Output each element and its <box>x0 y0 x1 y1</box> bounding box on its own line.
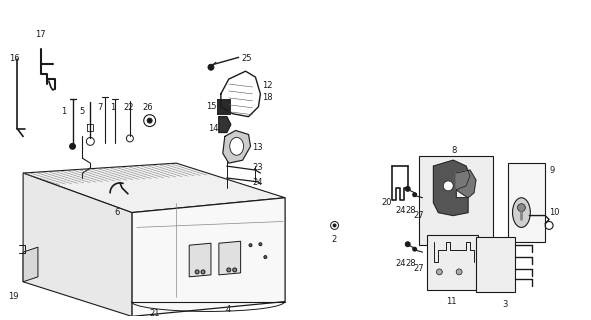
Polygon shape <box>23 173 132 316</box>
Circle shape <box>195 270 199 274</box>
Circle shape <box>333 224 336 227</box>
Text: 24: 24 <box>396 206 407 215</box>
Text: 25: 25 <box>242 54 252 63</box>
Ellipse shape <box>512 198 530 228</box>
Polygon shape <box>23 163 285 212</box>
Circle shape <box>208 64 214 70</box>
Text: 24: 24 <box>396 259 407 268</box>
Text: 24: 24 <box>252 178 263 187</box>
Text: 13: 13 <box>252 143 263 152</box>
Polygon shape <box>219 117 230 132</box>
Text: 1: 1 <box>110 103 115 112</box>
Circle shape <box>227 268 230 272</box>
Bar <box>217 99 230 115</box>
Text: 5: 5 <box>79 107 85 116</box>
Text: 12: 12 <box>262 81 273 90</box>
Text: 27: 27 <box>414 211 424 220</box>
Text: 11: 11 <box>446 297 457 306</box>
Polygon shape <box>132 198 285 316</box>
Text: 6: 6 <box>114 208 119 217</box>
Circle shape <box>147 118 152 123</box>
Text: 7: 7 <box>98 103 103 112</box>
Circle shape <box>518 204 525 212</box>
Circle shape <box>249 244 252 247</box>
Circle shape <box>233 268 236 272</box>
Polygon shape <box>456 170 476 198</box>
Circle shape <box>456 269 462 275</box>
Text: 9: 9 <box>549 166 554 175</box>
Circle shape <box>201 270 205 274</box>
Circle shape <box>436 269 442 275</box>
Text: 16: 16 <box>9 54 20 63</box>
Text: 15: 15 <box>206 102 216 111</box>
Circle shape <box>405 242 410 247</box>
Text: 20: 20 <box>381 198 391 207</box>
Ellipse shape <box>230 137 243 155</box>
Text: 10: 10 <box>549 208 560 217</box>
Text: 2: 2 <box>332 235 337 244</box>
Polygon shape <box>189 243 211 277</box>
Text: 3: 3 <box>502 300 508 308</box>
Bar <box>476 237 515 292</box>
Circle shape <box>405 186 410 191</box>
Text: 4: 4 <box>226 305 231 314</box>
Circle shape <box>413 193 417 197</box>
Bar <box>418 156 493 245</box>
Text: 21: 21 <box>150 309 160 318</box>
Text: 14: 14 <box>208 124 219 132</box>
Text: 27: 27 <box>414 264 424 273</box>
Text: 17: 17 <box>35 30 46 39</box>
Text: 26: 26 <box>143 103 154 112</box>
Circle shape <box>259 243 262 246</box>
Text: 8: 8 <box>451 146 457 155</box>
Circle shape <box>264 256 267 259</box>
Text: 19: 19 <box>8 292 19 301</box>
Text: 28: 28 <box>406 206 417 215</box>
Polygon shape <box>23 247 38 282</box>
Bar <box>427 235 478 290</box>
Text: 23: 23 <box>252 163 263 172</box>
Text: 1: 1 <box>61 107 66 116</box>
Bar <box>508 163 545 242</box>
Circle shape <box>70 143 76 149</box>
Text: 28: 28 <box>406 259 417 268</box>
Polygon shape <box>219 241 241 275</box>
Polygon shape <box>223 131 251 163</box>
Text: 22: 22 <box>123 103 134 112</box>
Circle shape <box>413 247 417 251</box>
Circle shape <box>443 181 453 191</box>
Polygon shape <box>433 160 470 216</box>
Text: 18: 18 <box>262 93 273 102</box>
